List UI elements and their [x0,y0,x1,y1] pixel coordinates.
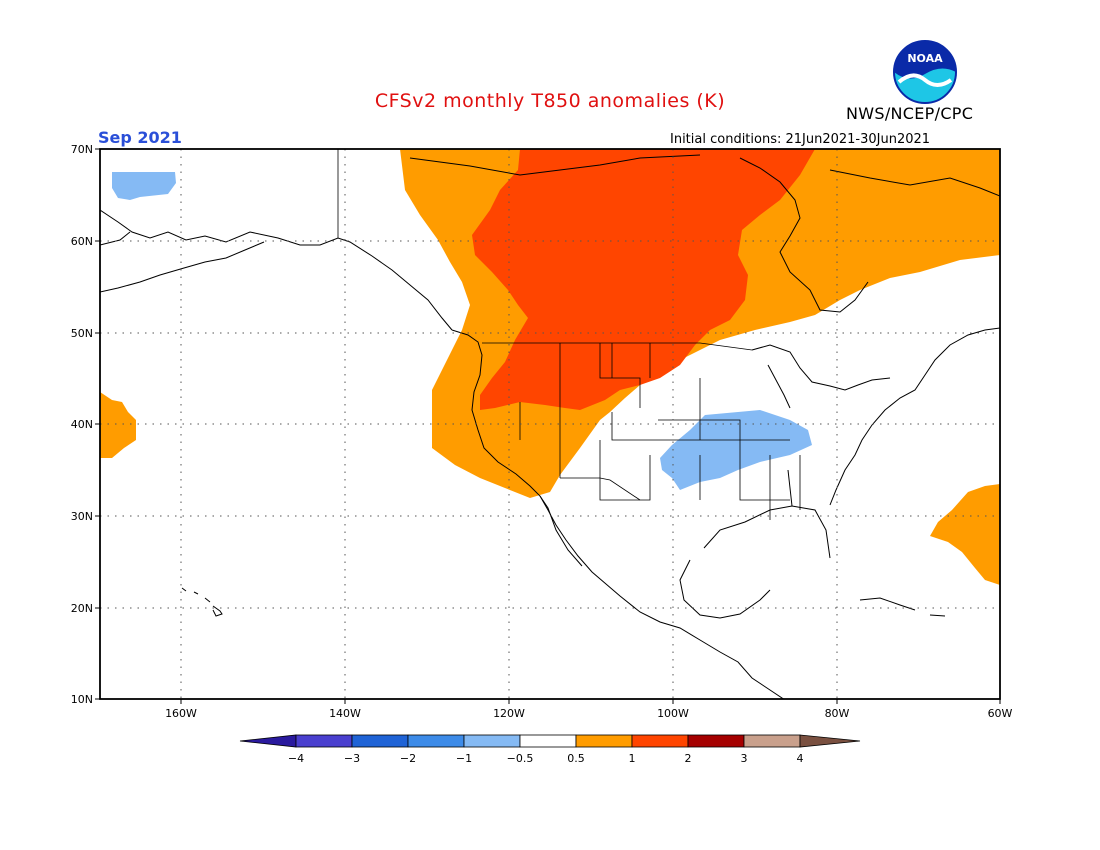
map-title: CFSv2 monthly T850 anomalies (K) [374,90,726,112]
colorbar-label: −2 [399,752,417,765]
colorbar-segment [463,734,521,748]
colorbar-label: −1 [455,752,473,765]
lat-label-60n: 60N [70,235,93,248]
lat-label-40n: 40N [70,418,93,431]
lat-label-20n: 20N [70,602,93,615]
coastlines [100,154,1000,699]
axis-ticks [95,148,1001,704]
organization-label: NWS/NCEP/CPC [846,104,974,123]
lon-label-140w: 140W [329,707,361,720]
colorbar-segment [295,734,353,748]
political-borders [337,149,801,520]
cool-anomaly-central [660,410,812,490]
valid-month-label: Sep 2021 [98,128,182,147]
lon-label-120w: 120W [493,707,525,720]
noaa-logo-text: NOAA [907,52,943,65]
colorbar-label: 2 [684,752,692,765]
colorbar-segment [631,734,689,748]
colorbar-label: 3 [740,752,748,765]
colorbar-segment [575,734,633,748]
warm-anomaly-pacific [100,392,136,458]
noaa-logo: NOAA [893,40,957,104]
lon-label-60w: 60W [987,707,1013,720]
map-field [100,149,1000,699]
lon-label-100w: 100W [657,707,689,720]
warm-anomaly-atlantic [930,484,1000,585]
colorbar-segment [743,734,801,748]
lat-label-10n: 10N [70,693,93,706]
lat-label-70n: 70N [70,143,93,156]
colorbar-low-arrow [239,734,297,748]
colorbar [239,734,861,748]
graticule [100,149,1000,699]
lat-label-30n: 30N [70,510,93,523]
colorbar-label: 4 [796,752,804,765]
colorbar-segment [687,734,745,748]
colorbar-segment [519,734,577,748]
colorbar-label: 0.5 [567,752,585,765]
colorbar-high-arrow [799,734,861,748]
colorbar-label: −0.5 [506,752,534,765]
lat-label-50n: 50N [70,327,93,340]
colorbar-label: 1 [628,752,636,765]
colorbar-segment [407,734,465,748]
colorbar-label: −3 [343,752,361,765]
cool-anomaly-alaska [112,172,176,200]
colorbar-label: −4 [287,752,305,765]
initial-conditions-label: Initial conditions: 21Jun2021-30Jun2021 [670,132,931,147]
hot-anomaly-core [472,149,815,410]
lon-label-80w: 80W [824,707,850,720]
lon-label-160w: 160W [165,707,197,720]
colorbar-segment [351,734,409,748]
